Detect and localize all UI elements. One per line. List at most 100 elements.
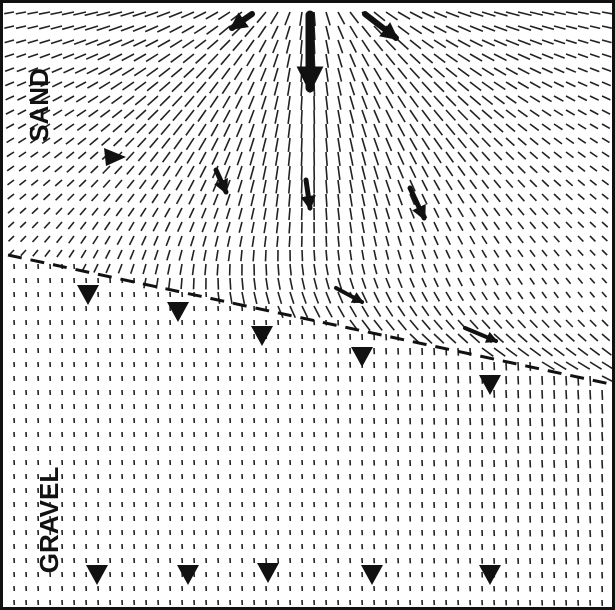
- vector: [397, 207, 403, 219]
- vector: [152, 221, 159, 232]
- vector: [110, 81, 123, 90]
- vector: [40, 95, 51, 102]
- vector: [7, 193, 15, 200]
- vector: [19, 235, 27, 243]
- vector: [75, 81, 87, 89]
- vector: [577, 95, 588, 102]
- vector: [409, 53, 421, 65]
- vector: [565, 53, 577, 59]
- vector: [325, 291, 332, 304]
- vector: [385, 81, 395, 95]
- vector: [156, 25, 171, 33]
- vector: [433, 11, 448, 19]
- vector: [385, 207, 391, 220]
- vector: [577, 277, 584, 285]
- vector: [397, 277, 403, 289]
- vector: [457, 81, 470, 92]
- vector: [481, 95, 494, 106]
- vector: [469, 123, 480, 134]
- vector: [250, 207, 255, 220]
- vector: [541, 235, 549, 243]
- vector: [409, 235, 415, 246]
- vector: [373, 179, 379, 193]
- vector: [517, 151, 527, 160]
- vector: [505, 319, 515, 329]
- vector: [385, 263, 390, 275]
- vector: [601, 165, 610, 172]
- vector: [67, 207, 75, 216]
- vector: [565, 333, 575, 343]
- vector: [184, 109, 195, 122]
- vector: [261, 137, 267, 152]
- vector: [409, 151, 418, 165]
- vector: [54, 179, 63, 187]
- vector: [30, 151, 39, 158]
- vector: [189, 235, 195, 247]
- vector: [553, 361, 567, 371]
- vector: [469, 263, 475, 273]
- vector: [79, 207, 87, 216]
- vector: [469, 179, 478, 190]
- vector: [505, 81, 518, 90]
- vector: [260, 81, 267, 96]
- vector: [541, 179, 550, 188]
- vector: [397, 39, 409, 50]
- vector: [565, 193, 573, 201]
- vector: [589, 123, 599, 130]
- vector: [55, 235, 63, 244]
- vector: [493, 67, 507, 76]
- vector: [7, 235, 15, 242]
- vector: [104, 235, 111, 245]
- vector: [43, 221, 51, 229]
- vector: [373, 207, 378, 220]
- vector: [301, 263, 305, 276]
- vector: [517, 165, 526, 174]
- vector: [589, 361, 603, 370]
- vector: [529, 11, 544, 16]
- vector: [108, 11, 123, 17]
- vector: [601, 193, 609, 200]
- vector: [85, 53, 99, 60]
- vector: [457, 25, 472, 33]
- vector: [445, 319, 455, 330]
- vector: [80, 235, 87, 245]
- vector: [64, 109, 75, 117]
- vector: [517, 193, 525, 202]
- vector: [373, 277, 379, 289]
- vector: [421, 165, 429, 178]
- vector: [133, 67, 147, 77]
- vector: [284, 11, 291, 26]
- vector: [361, 207, 366, 220]
- vector: [397, 291, 405, 303]
- vector: [421, 39, 434, 49]
- vector: [65, 151, 75, 159]
- vector: [169, 39, 183, 49]
- vector: [469, 25, 484, 33]
- vector: [421, 305, 430, 317]
- vector: [188, 207, 195, 219]
- vector: [493, 319, 503, 330]
- vector: [541, 165, 550, 173]
- vector: [127, 193, 135, 203]
- vector: [529, 249, 536, 258]
- vector: [481, 109, 493, 120]
- vector: [601, 249, 608, 256]
- vector: [565, 263, 572, 271]
- vector: [505, 179, 514, 189]
- vector: [145, 39, 159, 48]
- vector: [73, 11, 87, 16]
- vector: [288, 193, 291, 207]
- vector: [153, 249, 159, 261]
- vector: [17, 109, 27, 116]
- vector: [92, 235, 99, 245]
- vector: [433, 333, 445, 344]
- vector: [16, 53, 27, 58]
- vector: [577, 249, 584, 257]
- vector: [229, 277, 232, 290]
- vector: [249, 179, 255, 193]
- vector: [457, 39, 471, 48]
- vector: [175, 179, 183, 191]
- vector: [601, 81, 612, 87]
- vector: [287, 95, 291, 111]
- vector: [90, 179, 99, 188]
